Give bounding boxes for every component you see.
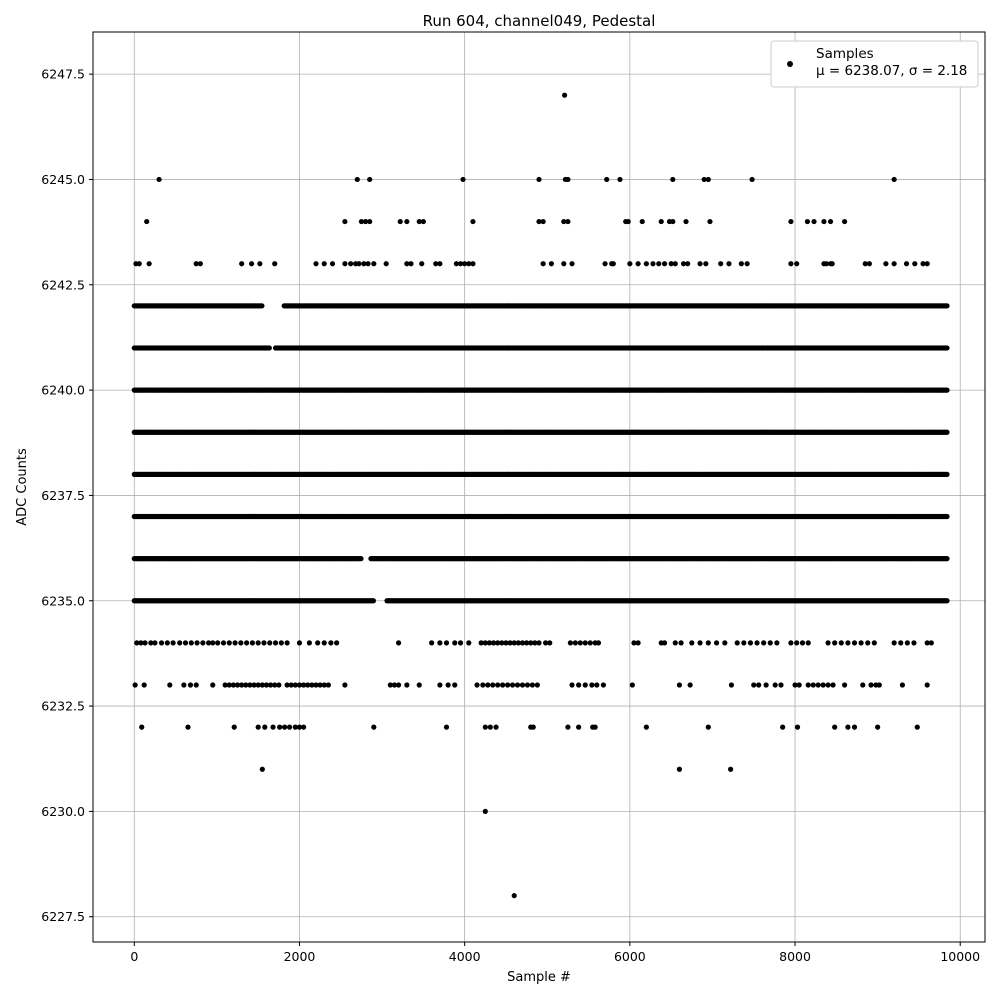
data-point bbox=[259, 303, 265, 309]
data-point bbox=[944, 471, 950, 477]
data-point bbox=[944, 387, 950, 393]
data-point bbox=[370, 598, 377, 604]
grid-lines bbox=[93, 32, 985, 942]
data-point bbox=[358, 556, 364, 562]
data-point bbox=[944, 513, 950, 520]
data-point bbox=[944, 556, 950, 562]
data-point bbox=[266, 345, 272, 351]
data-point bbox=[944, 345, 950, 351]
data-point bbox=[944, 303, 950, 309]
data-point bbox=[944, 429, 950, 435]
chart-title: Run 604, channel049, Pedestal bbox=[423, 12, 656, 30]
data-points bbox=[131, 92, 950, 899]
